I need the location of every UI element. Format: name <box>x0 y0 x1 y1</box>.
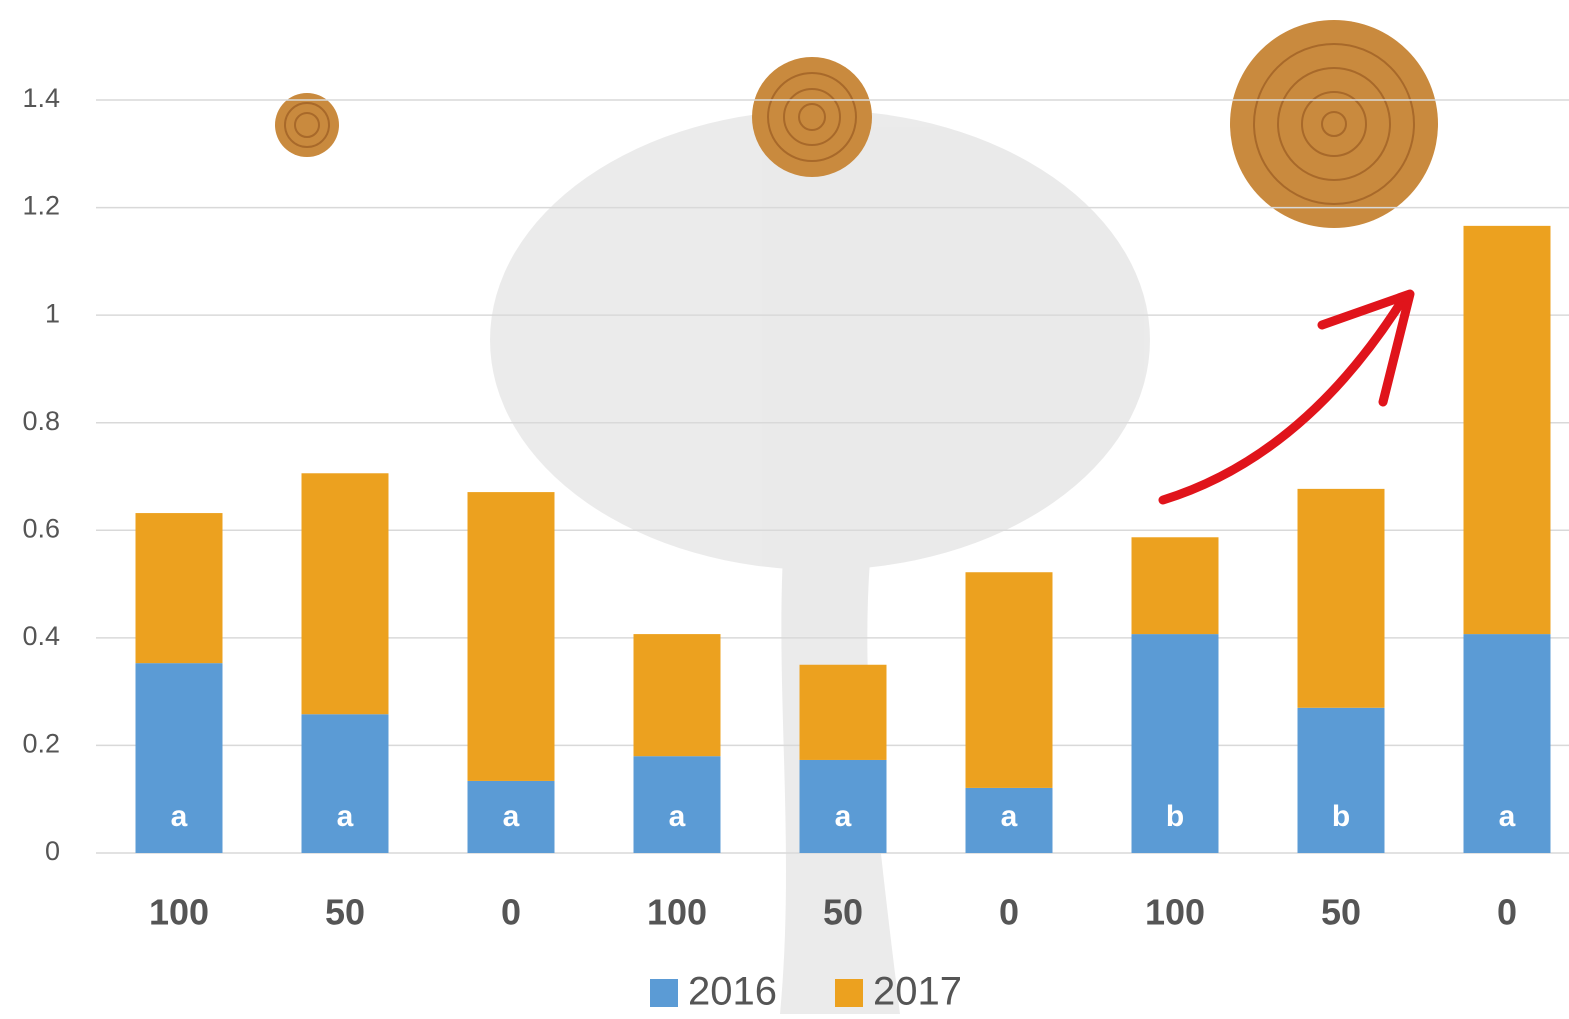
x-tick-label: 0 <box>999 892 1019 933</box>
background-tree <box>490 110 1150 1014</box>
y-tick-label: 0 <box>45 836 60 866</box>
x-tick-label: 0 <box>1497 892 1517 933</box>
legend-swatch <box>650 979 678 1007</box>
bar-segment <box>800 665 887 760</box>
bar-annotation: a <box>1499 800 1516 833</box>
y-tick-label: 0.6 <box>22 513 60 543</box>
bar-annotation: a <box>503 800 520 833</box>
bar-annotation: a <box>171 800 188 833</box>
bar-annotation: a <box>1001 800 1018 833</box>
y-tick-label: 0.2 <box>22 729 60 759</box>
bar-segment <box>634 634 721 756</box>
wood-disc-small <box>275 93 339 157</box>
bar-annotation: a <box>669 800 686 833</box>
x-tick-label: 100 <box>149 892 209 933</box>
bar-segment <box>302 473 389 714</box>
wood-disc-medium <box>752 57 872 177</box>
bar-segment <box>1298 489 1385 708</box>
y-tick-label: 0.4 <box>22 621 60 651</box>
x-tick-label: 0 <box>501 892 521 933</box>
y-tick-label: 0.8 <box>22 406 60 436</box>
bar-annotation: a <box>835 800 852 833</box>
bar-segment <box>136 513 223 663</box>
chart: 0 0.2 0.4 0.6 0.8 1 1.2 1.4 100 a 50 a 0 a 100 a 50 a 0 a 10… <box>0 0 1569 1014</box>
trend-arrow <box>1163 294 1410 500</box>
x-tick-label: 50 <box>325 892 365 933</box>
x-tick-label: 100 <box>647 892 707 933</box>
bar-segment <box>1132 537 1219 634</box>
x-tick-label: 50 <box>823 892 863 933</box>
y-tick-label: 1 <box>45 298 60 328</box>
legend-swatch <box>835 979 863 1007</box>
bar-annotation: a <box>337 800 354 833</box>
x-tick-label: 50 <box>1321 892 1361 933</box>
bar-annotation: b <box>1332 800 1350 833</box>
bar-segment <box>966 572 1053 788</box>
wood-disc-large <box>1230 20 1438 228</box>
bar-segment <box>1464 226 1551 634</box>
legend-label: 2016 <box>688 970 777 1014</box>
legend-label: 2017 <box>873 970 962 1014</box>
y-tick-label: 1.4 <box>22 83 60 113</box>
bar-segment <box>468 492 555 781</box>
bar-annotation: b <box>1166 800 1184 833</box>
y-tick-label: 1.2 <box>22 191 60 221</box>
x-tick-label: 100 <box>1145 892 1205 933</box>
